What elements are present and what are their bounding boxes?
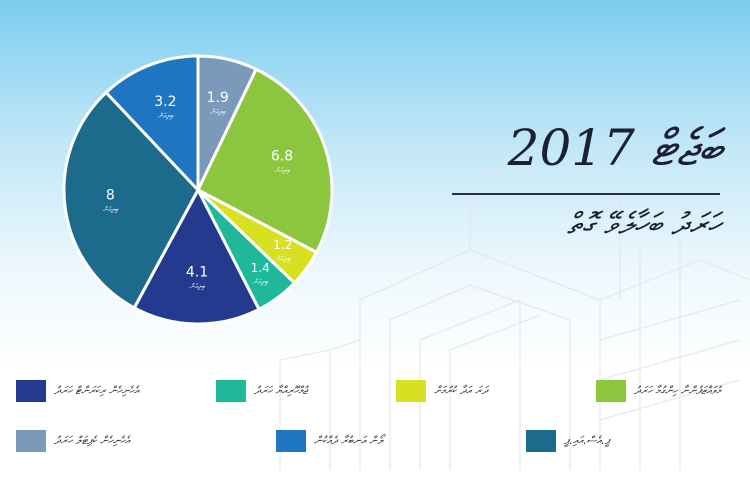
pie-slices — [62, 54, 334, 326]
page-title: ބަޖެޓް 2017 — [507, 119, 722, 177]
legend-item-5: ޕީ.އެސް.އައި.ޕީ — [526, 430, 610, 452]
legend-swatch-3 — [216, 380, 246, 402]
pie-value-label-3: 1.4 — [251, 261, 270, 275]
pie-unit-label-3: ބިލިއަން — [252, 278, 268, 286]
legend-label-1: މުވައްޒަފުންނާ ހިންގުމާ ހަރަދު — [634, 384, 721, 397]
legend-swatch-1 — [596, 380, 626, 402]
pie-slice-5 — [62, 90, 200, 310]
pie-value-label-2: 1.2 — [273, 238, 292, 252]
legend-swatch-2 — [396, 380, 426, 402]
legend-swatch-5 — [526, 430, 556, 452]
pie-value-label-5: 8 — [106, 188, 115, 204]
pie-labels: 1.9 ބިލިއަން 6.8 ބިލިއަން 1.2 ބިލިއަން 1.4 ބިލި… — [103, 90, 294, 291]
pie-unit-label-6: ބިލިއަން — [158, 112, 174, 120]
legend-item-2: ދަރަ އަދާ ކުރުމަށް — [396, 380, 487, 402]
legend-label-0: އެހެނިހެން ކެޕިޓަލް ހަރަދު — [54, 434, 130, 447]
legend-swatch-4 — [16, 380, 46, 402]
legend-label-6: ލޯން އަނބުރާ ދެއްކުން — [314, 434, 383, 447]
legend-item-4: އެހެނިހެން ރިކަރަންޓް ހަރަދު — [16, 380, 138, 402]
pie-unit-label-5: ބިލިއަން — [103, 206, 119, 214]
legend-item-1: މުވައްޒަފުންނާ ހިންގުމާ ހަރަދު — [596, 380, 721, 402]
title-block: ބަޖެޓް 2017 — [452, 118, 722, 178]
pie-value-label-4: 4.1 — [186, 264, 208, 280]
legend-item-3: ޖުމްހޫރިއްޔާ ހަރަދު — [216, 380, 307, 402]
legend-swatch-6 — [276, 430, 306, 452]
pie-unit-label-0: ބިލިއަން — [210, 108, 226, 116]
legend-swatch-0 — [16, 430, 46, 452]
pie-slice-6 — [104, 54, 200, 192]
legend-item-6: ލޯން އަނބުރާ ދެއްކުން — [276, 430, 383, 452]
pie-unit-label-1: ބިލިއަން — [274, 166, 290, 174]
pie-unit-label-4: ބިލިއަން — [189, 282, 205, 290]
legend-label-3: ޖުމްހޫރިއްޔާ ހަރަދު — [254, 384, 308, 397]
pie-value-label-6: 3.2 — [154, 94, 176, 110]
legend-item-0: އެހެނިހެން ކެޕިޓަލް ހަރަދު — [16, 430, 130, 452]
pie-slice-4 — [132, 188, 261, 326]
legend-label-5: ޕީ.އެސް.އައި.ޕީ — [564, 434, 611, 447]
pie-unit-label-2: ބިލިއަން — [275, 255, 291, 263]
title-divider — [452, 193, 720, 195]
pie-value-label-0: 1.9 — [207, 90, 229, 106]
pie-value-label-1: 6.8 — [271, 148, 293, 164]
legend-label-4: އެހެނިހެން ރިކަރަންޓް ހަރަދު — [54, 384, 139, 397]
legend-label-2: ދަރަ އަދާ ކުރުމަށް — [434, 384, 488, 397]
page-subtitle: ހަރަދު ބަހާލެވޭ ގޮތް — [566, 207, 720, 242]
